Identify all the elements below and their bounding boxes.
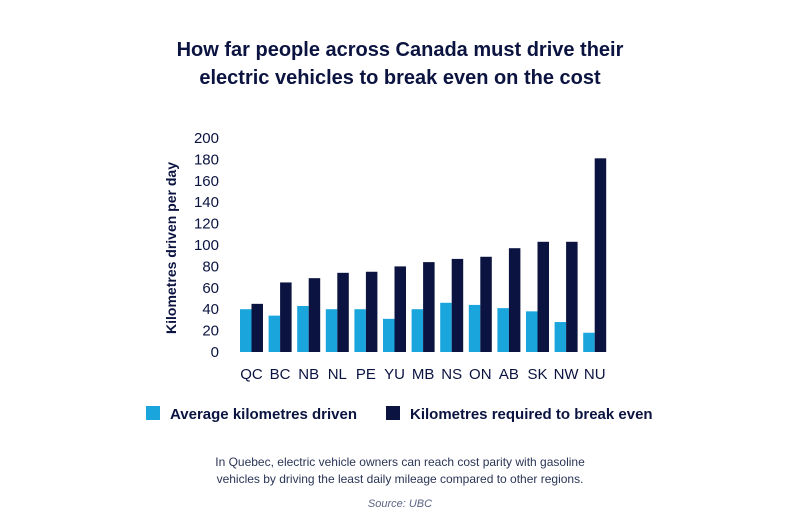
x-tick-label-nu: NU	[584, 366, 606, 383]
bar-average-nu	[583, 332, 595, 352]
bar-average-qc	[240, 309, 252, 352]
x-tick-label-nb: NB	[298, 366, 319, 383]
caption-line-1: In Quebec, electric vehicle owners can r…	[215, 455, 585, 469]
x-tick-label-sk: SK	[527, 366, 547, 383]
bar-break-even-bc	[280, 282, 292, 352]
y-tick-label-10: 200	[194, 130, 219, 147]
bar-break-even-yu	[394, 266, 406, 352]
legend-label-1: Kilometres required to break even	[410, 406, 653, 423]
y-tick-label-1: 20	[202, 323, 219, 340]
bar-break-even-nl	[337, 272, 349, 352]
y-tick-label-7: 140	[194, 194, 219, 211]
chart-source: Source: UBC	[367, 498, 433, 510]
y-tick-label-8: 160	[194, 173, 219, 190]
bar-average-nl	[325, 309, 338, 352]
bar-break-even-nb	[308, 278, 321, 352]
x-tick-label-nl: NL	[328, 366, 347, 383]
bar-average-on	[468, 304, 481, 352]
y-tick-label-3: 60	[202, 280, 219, 297]
legend-swatch-1	[386, 406, 400, 420]
bar-break-even-nu	[594, 158, 607, 352]
bar-average-bc	[268, 315, 281, 352]
y-tick-label-2: 40	[202, 301, 219, 318]
bar-average-pe	[354, 309, 366, 352]
bar-break-even-ns	[451, 258, 464, 352]
bar-break-even-qc	[251, 303, 263, 352]
bar-break-even-mb	[423, 262, 435, 352]
bar-average-nw	[554, 322, 567, 352]
x-tick-label-on: ON	[469, 366, 492, 383]
x-tick-label-mb: MB	[412, 366, 435, 383]
bar-break-even-on	[480, 256, 492, 352]
x-tick-label-nw: NW	[554, 366, 580, 383]
chart-title: How far people across Canada must drive …	[0, 36, 800, 92]
y-tick-label-6: 120	[194, 216, 219, 233]
x-tick-label-bc: BC	[270, 366, 291, 383]
y-tick-label-0: 0	[211, 344, 219, 361]
bar-break-even-nw	[566, 241, 578, 352]
x-tick-label-yu: YU	[384, 366, 405, 383]
caption-line-2: vehicles by driving the least daily mile…	[216, 472, 584, 486]
bar-break-even-pe	[365, 271, 378, 352]
y-tick-label-4: 80	[202, 258, 219, 275]
bar-break-even-ab	[508, 248, 521, 352]
y-tick-label-5: 100	[194, 237, 219, 254]
y-axis-label: Kilometres driven per day	[163, 162, 179, 334]
x-tick-label-ns: NS	[441, 366, 462, 383]
chart-title-line-1: How far people across Canada must drive …	[176, 39, 624, 61]
chart-caption: In Quebec, electric vehicle owners can r…	[0, 454, 800, 488]
y-tick-label-9: 180	[194, 151, 219, 168]
chart-title-line-2: electric vehicles to break even on the c…	[199, 67, 601, 89]
x-tick-label-ab: AB	[499, 366, 519, 383]
legend-label-0: Average kilometres driven	[170, 406, 357, 423]
x-tick-label-qc: QC	[240, 366, 263, 383]
bar-chart: 0 20 40 60 80 100 120 140 160 180 200 Kilometres dr…	[146, 130, 653, 423]
bar-average-mb	[411, 309, 424, 352]
x-tick-label-pe: PE	[356, 366, 376, 383]
bar-average-ab	[497, 308, 509, 352]
bar-average-nb	[297, 305, 309, 352]
bar-average-yu	[383, 318, 395, 352]
bar-average-ns	[440, 302, 452, 352]
bar-break-even-sk	[537, 241, 549, 352]
bar-average-sk	[526, 311, 538, 352]
legend-swatch-0	[146, 406, 160, 420]
